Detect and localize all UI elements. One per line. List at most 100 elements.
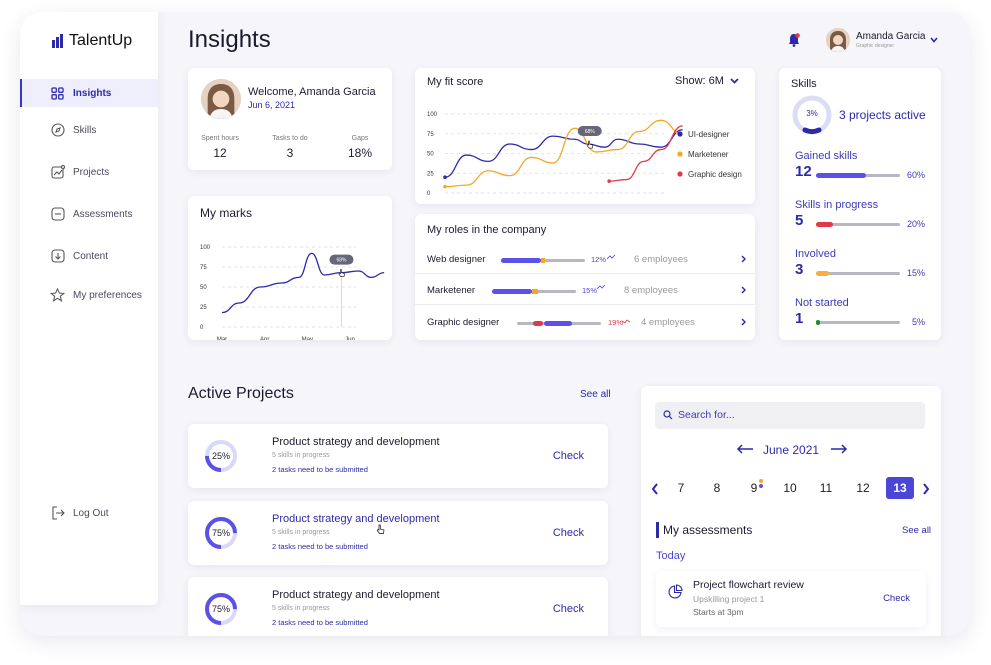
assessment-item[interactable]: Project flowchart review Upskilling proj…: [656, 571, 926, 627]
y-tick-label: 25: [200, 305, 207, 311]
compass-icon: [50, 123, 65, 138]
projects-title: Active Projects: [188, 385, 294, 402]
project-check-button[interactable]: Check: [552, 527, 584, 539]
project-title: Product strategy and development: [272, 513, 440, 525]
grid-icon: [50, 86, 65, 101]
legend-marker: [677, 151, 683, 157]
series-line: [444, 119, 683, 188]
project-card[interactable]: 75% Product strategy and development 5 s…: [188, 501, 608, 565]
tooltip-badge: [577, 126, 602, 137]
fit-score-title: My fit score: [427, 76, 484, 88]
logo-bars-icon: [52, 34, 63, 48]
assessment-check-button[interactable]: Check: [883, 593, 910, 604]
y-tick-label: 100: [427, 112, 438, 118]
chevron-left-icon[interactable]: [651, 483, 659, 495]
calendar-day[interactable]: 12: [856, 481, 870, 495]
calendar-day[interactable]: 10: [783, 481, 797, 495]
chevron-right-icon: [741, 286, 746, 294]
sidebar: TalentUp Insights Skills Projects Assess…: [20, 12, 158, 605]
ring-fill: [205, 593, 237, 625]
skills-active-text: 3 projects active: [839, 108, 926, 122]
logout-icon: [50, 506, 65, 521]
project-check-button[interactable]: Check: [552, 603, 584, 615]
series-line: [444, 129, 683, 178]
y-tick-label: 0: [427, 191, 431, 197]
project-pct: 25%: [211, 451, 230, 461]
logout-button[interactable]: Log Out: [20, 499, 158, 527]
sidebar-item-projects[interactable]: Projects: [20, 158, 158, 186]
tooltip-text: 68%: [585, 129, 596, 135]
stat-gaps: Gaps 18%: [340, 135, 380, 160]
sidebar-item-label: Content: [73, 250, 109, 262]
search-input[interactable]: Search for...: [655, 402, 925, 429]
sidebar-item-skills[interactable]: Skills: [20, 116, 158, 144]
series-line: [221, 252, 385, 314]
skill-row-in-progress: Skills in progress 5 20%: [779, 197, 941, 237]
app-frame: TalentUp Insights Skills Projects Assess…: [20, 12, 970, 636]
calendar-day-selected[interactable]: 13: [886, 477, 914, 499]
calendar-day[interactable]: 8: [713, 481, 721, 495]
month-next-arrow[interactable]: [830, 444, 848, 454]
assessments-see-all[interactable]: See all: [902, 525, 932, 536]
tooltip-text: 68%: [336, 258, 347, 264]
chevron-down-icon: [730, 78, 739, 84]
marks-title: My marks: [200, 206, 252, 220]
calendar-day[interactable]: 7: [677, 481, 685, 495]
show-period-dropdown[interactable]: Show: 6M: [675, 75, 739, 87]
project-title: Product strategy and development: [272, 436, 440, 448]
sidebar-item-label: Skills: [73, 124, 97, 136]
y-tick-label: 25: [427, 171, 434, 177]
legend-marker: [677, 131, 683, 137]
skill-label: Not started: [795, 297, 849, 309]
project-check-button[interactable]: Check: [552, 450, 584, 462]
role-progress: [501, 258, 585, 263]
role-name: Marketener: [427, 285, 476, 296]
role-row[interactable]: Graphic designer 19% 4 employees: [415, 308, 755, 336]
sidebar-item-content[interactable]: Content: [20, 242, 158, 270]
today-label: Today: [656, 550, 686, 562]
sidebar-item-insights[interactable]: Insights: [20, 79, 158, 107]
app-logo[interactable]: TalentUp: [52, 32, 132, 50]
welcome-avatar: [201, 79, 241, 119]
skills-title: Skills: [791, 78, 817, 90]
user-menu[interactable]: Amanda Garcia Graphic designer: [826, 28, 944, 54]
user-name: Amanda Garcia: [856, 31, 926, 42]
skill-pct: 15%: [906, 268, 925, 278]
roles-title: My roles in the company: [427, 224, 547, 236]
stat-label: Spent hours: [201, 135, 239, 142]
projects-see-all[interactable]: See all: [580, 389, 611, 400]
user-role: Graphic designer: [856, 43, 895, 49]
sidebar-item-label: Insights: [73, 87, 112, 99]
pie-chart-icon: [668, 584, 683, 599]
skill-label: Skills in progress: [795, 199, 879, 211]
ring-fill: [205, 440, 237, 472]
notification-bell[interactable]: [786, 32, 802, 48]
project-card[interactable]: 25% Product strategy and development 5 s…: [188, 424, 608, 488]
legend-label: Graphic design: [688, 170, 742, 179]
marks-chart: 100 75 50 25 0 Mar Apr May Jun 68%: [200, 245, 385, 340]
role-row[interactable]: Marketener 15% 8 employees: [415, 277, 755, 305]
skill-pct: 60%: [906, 170, 925, 180]
series-start-point: [607, 179, 611, 183]
calendar-day[interactable]: 9: [750, 481, 758, 495]
trend-up-icon: [607, 254, 616, 260]
y-tick-label: 0: [200, 325, 204, 331]
event-dot: [759, 479, 763, 483]
fit-score-card: My fit score Show: 6M 1007550250MarAprMa…: [415, 68, 755, 204]
download-icon: [50, 249, 65, 264]
project-skills: 5 skills in progress: [272, 452, 330, 459]
sidebar-item-label: My preferences: [73, 289, 142, 301]
skill-row-gained: Gained skills 12 60%: [779, 148, 941, 188]
role-row[interactable]: Web designer 12% 6 employees: [415, 246, 755, 274]
sidebar-item-label: Assessments: [73, 208, 133, 220]
project-card[interactable]: 75% Product strategy and development 5 s…: [188, 577, 608, 636]
y-tick-label: 75: [200, 265, 207, 271]
tooltip-badge: [329, 254, 354, 265]
sidebar-item-preferences[interactable]: My preferences: [20, 281, 158, 309]
calendar-day[interactable]: 11: [819, 481, 833, 495]
chevron-right-icon[interactable]: [922, 483, 930, 495]
sidebar-item-assessments[interactable]: Assessments: [20, 200, 158, 228]
y-tick-label: 50: [427, 152, 434, 158]
skills-ring-pct: 3%: [806, 109, 818, 118]
month-prev-arrow[interactable]: [736, 444, 754, 454]
